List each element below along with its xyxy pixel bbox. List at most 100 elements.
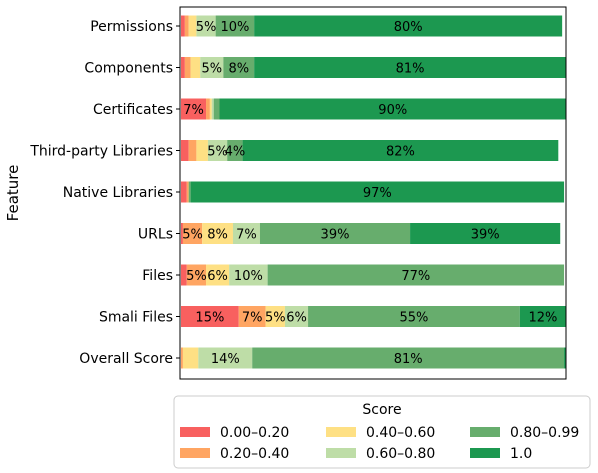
legend-title: Score (362, 402, 401, 418)
data-label: 6% (286, 311, 307, 326)
data-label: 8% (207, 228, 228, 243)
bar-segment (188, 140, 197, 161)
legend-label: 0.40–0.60 (366, 425, 435, 441)
legend-swatch (180, 448, 210, 458)
bar-segment (184, 15, 189, 37)
bar-segment (181, 57, 185, 78)
data-label: 5% (207, 145, 228, 160)
y-tick-label: Overall Score (79, 351, 173, 367)
data-label: 10% (220, 20, 249, 35)
bar-segment (267, 264, 565, 286)
bar-segment (284, 306, 309, 327)
bar-segment (188, 15, 197, 37)
bar-segment (181, 181, 187, 203)
plot-frame (179, 6, 567, 380)
y-tick-label: Smali Files (99, 310, 173, 326)
bar-segment (181, 264, 187, 286)
y-tick-labels: Permissions Components Certificates Third-p… (29, 19, 180, 367)
bar-segment (186, 264, 207, 286)
y-tick-label: Components (84, 61, 173, 77)
bar-segment (181, 15, 185, 37)
data-label: 7% (242, 311, 263, 326)
legend-label: 0.20–0.40 (220, 446, 289, 462)
bar-segment (181, 140, 189, 161)
bar-segment (410, 223, 561, 244)
bar-segment (564, 347, 566, 369)
data-label: 81% (396, 62, 425, 77)
bar-segment (252, 347, 565, 369)
bar-segment (254, 57, 566, 78)
bar-segment (200, 57, 224, 78)
bar-segment (223, 57, 255, 78)
data-label: 7% (183, 103, 204, 118)
bar-segment (196, 140, 208, 161)
legend-swatch (470, 448, 500, 458)
y-tick-label: Third-party Libraries (29, 144, 173, 160)
data-label: 15% (195, 311, 224, 326)
data-label: 55% (399, 311, 428, 326)
bar-segment (184, 57, 191, 78)
bar-segment (182, 223, 203, 244)
bar-segment (232, 223, 260, 244)
bar-segment (254, 15, 563, 37)
y-axis-title: Feature (4, 165, 22, 222)
data-label: 4% (225, 145, 246, 160)
data-label: 8% (228, 62, 249, 77)
bar-segment (219, 98, 566, 120)
y-tick-label: Permissions (90, 19, 173, 35)
data-label: 10% (234, 269, 263, 284)
bar-segment (308, 306, 520, 327)
bar-segment (190, 57, 201, 78)
bar-segment (206, 264, 230, 286)
data-label: 97% (363, 186, 392, 201)
data-label: 80% (394, 20, 423, 35)
legend-swatch (470, 427, 500, 437)
bar-segment (186, 181, 189, 203)
legend: Score 0.00–0.20 0.20–0.40 0.40–0.60 0.60–0.… (173, 395, 591, 469)
legend-swatch (180, 427, 210, 437)
legend-label: 0.80–0.99 (510, 425, 579, 441)
bar-segment (202, 223, 233, 244)
data-label: 5% (196, 20, 217, 35)
bar-segment (196, 15, 216, 37)
bar-segment (198, 347, 253, 369)
bar-segment (209, 98, 212, 120)
bar-segment (211, 98, 214, 120)
bar-segment (229, 264, 268, 286)
data-label: 5% (265, 311, 286, 326)
bar-segment (213, 98, 220, 120)
y-tick-label: URLs (138, 227, 173, 243)
bar-segment (181, 98, 207, 120)
data-label: 39% (471, 228, 500, 243)
data-label: 7% (236, 228, 257, 243)
bar-segment (227, 140, 243, 161)
y-tick-label: Files (142, 268, 173, 284)
data-label: 6% (207, 269, 228, 284)
bar-segment (190, 181, 565, 203)
bar-segment (215, 15, 255, 37)
data-label: 5% (201, 62, 222, 77)
data-label: 77% (401, 269, 430, 284)
legend-swatch (326, 427, 356, 437)
data-label: 39% (321, 228, 350, 243)
legend-swatch (326, 448, 356, 458)
bar-segment (181, 306, 239, 327)
data-label: 5% (186, 269, 207, 284)
y-tick-label: Certificates (93, 102, 173, 118)
bar-segment (188, 181, 191, 203)
y-tick-label: Native Libraries (63, 185, 173, 201)
bar-segment (519, 306, 566, 327)
bar-segment (265, 306, 285, 327)
data-label: 12% (528, 311, 557, 326)
bar-segment (259, 223, 411, 244)
bar-segment (181, 223, 183, 244)
bar-segment (207, 140, 228, 161)
data-label: 81% (394, 352, 423, 367)
legend-label: 0.00–0.20 (220, 425, 289, 441)
bar-segment (242, 140, 559, 161)
data-label: 90% (378, 103, 407, 118)
bar-segment (238, 306, 266, 327)
data-label: 14% (211, 352, 240, 367)
legend-label: 1.0 (510, 446, 532, 462)
plot-area: 80%10%5%81%8%5%90%7%82%4%5%97%39%39%7%8%… (181, 15, 566, 369)
